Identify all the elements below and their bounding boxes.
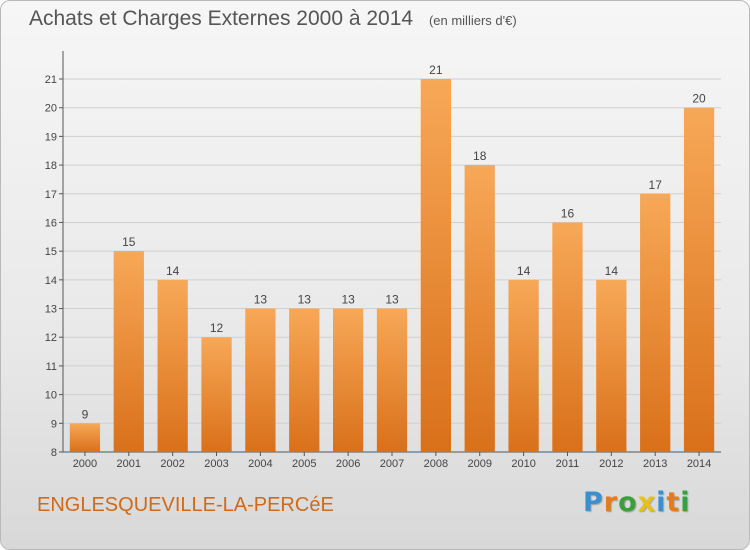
bar-2011: [552, 222, 583, 452]
bar-2007: [376, 308, 408, 452]
bar-2004: [245, 308, 276, 452]
data-label: 14: [605, 264, 619, 278]
y-tick-label: 20: [45, 103, 57, 115]
proxiti-logo: Proxiti: [583, 487, 691, 518]
x-tick-label: 2004: [248, 458, 272, 470]
logo-letter: i: [680, 487, 691, 518]
data-label: 16: [561, 206, 575, 220]
logo-letter: o: [618, 487, 638, 518]
y-tick-label: 14: [45, 275, 57, 287]
data-label: 20: [692, 92, 706, 106]
y-tick-label: 13: [45, 304, 57, 316]
x-tick-label: 2011: [556, 458, 580, 470]
y-tick-label: 16: [45, 217, 57, 229]
y-tick-label: 18: [45, 160, 57, 172]
data-labels: 9 15 14 12 13 13 13 13 21 18 14 16 14 17 20: [82, 63, 706, 421]
data-label: 18: [473, 149, 487, 163]
bar-2005: [289, 308, 320, 452]
data-label: 14: [166, 264, 180, 278]
x-tick-label: 2014: [687, 458, 711, 470]
bar-2003: [201, 337, 232, 452]
bar-2013: [640, 193, 671, 452]
x-tick-label: 2013: [643, 458, 667, 470]
y-tick-label: 8: [51, 447, 57, 459]
x-tick-label: 2009: [467, 458, 491, 470]
logo-letter: r: [603, 487, 619, 518]
y-tick-label: 10: [45, 390, 57, 402]
x-tick-label: 2010: [511, 458, 535, 470]
bars: [69, 79, 715, 453]
data-label: 15: [122, 235, 136, 249]
bar-2014: [683, 107, 715, 452]
bar-2012: [596, 279, 627, 452]
y-tick-label: 21: [45, 74, 57, 86]
logo-letter: i: [656, 487, 667, 518]
y-tick-label: 11: [46, 361, 57, 373]
chart-title: Achats et Charges Externes 2000 à 2014: [29, 7, 414, 30]
y-tick-label: 9: [51, 418, 57, 430]
bar-2000: [69, 423, 101, 452]
data-label: 12: [210, 321, 224, 335]
data-label: 21: [429, 63, 443, 77]
commune-name: ENGLESQUEVILLE-LA-PERCéE: [37, 494, 334, 516]
y-tick-label: 12: [45, 332, 57, 344]
y-tick-label: 19: [45, 131, 57, 143]
data-label: 14: [517, 264, 531, 278]
x-tick-label: 2007: [380, 458, 404, 470]
data-label: 13: [254, 293, 268, 307]
bar-2002: [157, 279, 188, 452]
logo-letter: t: [666, 487, 681, 518]
bar-2001: [113, 251, 144, 452]
x-tick-label: 2001: [117, 458, 141, 470]
x-tick-label: 2012: [599, 458, 623, 470]
chart-subtitle: (en milliers d'€): [428, 13, 517, 28]
x-tick-label: 2008: [424, 458, 448, 470]
x-tick-label: 2005: [292, 458, 316, 470]
data-label: 13: [341, 293, 355, 307]
x-tick-label: 2003: [204, 458, 228, 470]
data-label: 9: [82, 407, 89, 421]
bar-2009: [464, 165, 495, 453]
logo-letter: x: [637, 487, 657, 518]
tick-labels: 8 9 10 11 12 13 14 15 16 17 18 19 20 21 2000 2001 2002 20…: [45, 74, 712, 470]
data-label: 13: [385, 293, 399, 307]
chart-title-block: Achats et Charges Externes 2000 à 2014 (…: [29, 7, 517, 31]
bar-2010: [508, 279, 539, 452]
bar-2006: [332, 308, 364, 452]
x-tick-label: 2002: [160, 458, 184, 470]
x-tick-label: 2006: [336, 458, 360, 470]
y-tick-label: 17: [45, 189, 57, 201]
data-label: 17: [649, 178, 663, 192]
x-tick-label: 2000: [73, 458, 97, 470]
logo-letter: P: [583, 487, 604, 518]
data-label: 13: [298, 293, 312, 307]
bar-2008: [420, 79, 452, 452]
y-tick-label: 15: [45, 246, 57, 258]
